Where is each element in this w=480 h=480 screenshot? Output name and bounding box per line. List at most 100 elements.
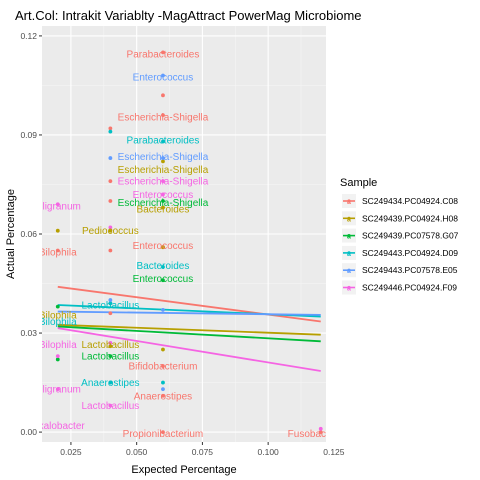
data-point	[108, 354, 113, 359]
data-point	[161, 93, 165, 98]
data-point	[318, 430, 323, 434]
legend-label: SC249434.PC04924.C08	[362, 196, 458, 206]
point-label: Escherichia-Shigella	[118, 112, 209, 123]
data-point	[318, 426, 323, 431]
point-label: Oxalobacter	[31, 421, 86, 432]
data-point	[161, 113, 165, 118]
legend-point	[347, 199, 351, 203]
point-label: Oligranum	[35, 201, 81, 212]
data-point	[161, 347, 165, 352]
y-tick-label: 0.06	[20, 229, 37, 239]
point-label: Anaerostipes	[134, 391, 192, 402]
data-point	[161, 265, 165, 269]
legend-title: Sample	[340, 177, 377, 189]
x-axis-title: Expected Percentage	[131, 464, 236, 476]
x-tick-label: 0.025	[60, 447, 82, 457]
data-point	[161, 430, 165, 434]
legend-glyph: a	[347, 268, 351, 275]
axis-ticks: 0.025 0.050 0.075 0.100 0.125 0.00 0.03 0.06 0.0…	[20, 31, 344, 457]
data-point	[161, 393, 165, 398]
data-point	[161, 245, 165, 250]
legend-glyph: a	[347, 251, 351, 258]
legend-label: SC249439.PC07578.G07	[362, 231, 459, 241]
point-label: Parabacteroides	[127, 135, 200, 146]
chart-title: Art.Col: Intrakit Variablty -MagAttract …	[15, 8, 362, 23]
point-label: Enterococcus	[133, 73, 194, 84]
data-point	[108, 344, 113, 349]
data-point	[108, 311, 113, 316]
data-point	[108, 129, 113, 134]
data-point	[108, 380, 113, 385]
point-label: Escherichia-Shigella	[118, 165, 209, 176]
data-point	[55, 387, 60, 392]
data-point	[161, 205, 165, 210]
legend-label: SC249443.PC04924.D09	[362, 248, 458, 258]
fit-line	[57, 285, 321, 323]
point-label: Lactobacillus	[81, 340, 139, 351]
legend-point	[347, 216, 351, 220]
fit-line	[57, 325, 321, 343]
data-point	[108, 156, 113, 160]
legend-label: SC249443.PC07578.E05	[362, 265, 458, 275]
y-tick-label: 0.03	[20, 328, 37, 338]
data-point	[161, 364, 165, 368]
point-label: Enterococcus	[133, 241, 194, 252]
data-point	[161, 50, 165, 55]
y-tick-label: 0.00	[20, 427, 37, 437]
point-label: Anaerostipes	[81, 378, 139, 389]
data-point	[161, 179, 165, 184]
data-point	[55, 354, 60, 359]
point-label: Escherichia-Shigella	[118, 177, 209, 188]
legend-glyph: a	[347, 216, 351, 223]
data-point	[108, 403, 113, 408]
point-label: Lactobacillus	[81, 401, 139, 412]
data-point	[108, 126, 113, 131]
data-point	[108, 301, 113, 306]
point-label: Lactobacillus	[81, 352, 139, 363]
y-tick-label: 0.09	[20, 130, 37, 140]
point-labels: ParabacteroidesEscherichia-ShigellaEnter…	[31, 50, 354, 441]
legend-glyph: a	[347, 199, 351, 206]
point-label: Bifidobacterium	[129, 362, 198, 373]
data-point	[161, 73, 165, 78]
legend-point	[347, 251, 351, 255]
fit-line	[57, 323, 321, 336]
data-point	[161, 159, 165, 164]
fit-lines	[57, 285, 321, 372]
legend-point	[347, 285, 351, 290]
data-point	[108, 225, 113, 230]
point-label: Bilophila	[39, 317, 77, 328]
data-point	[161, 156, 165, 160]
data-point	[108, 179, 113, 184]
point-label: Enterococcus	[133, 274, 194, 285]
point-label: Bilophila	[39, 340, 77, 351]
x-tick-label: 0.100	[258, 447, 280, 457]
y-axis-title: Actual Percentage	[5, 189, 17, 279]
legend-point	[347, 268, 351, 272]
legend-point	[347, 234, 351, 238]
data-point	[161, 199, 165, 203]
point-label: Lactobacillus	[81, 300, 139, 311]
data-point	[161, 278, 165, 283]
point-label: Bilophila	[39, 248, 77, 259]
fit-line	[57, 310, 321, 316]
x-tick-label: 0.125	[323, 447, 345, 457]
point-label: Escherichia-Shigella	[118, 198, 209, 209]
point-label: Bacteroides	[137, 261, 190, 272]
point-label: Escherichia-Shigella	[118, 152, 209, 163]
point-label: Pediococcus	[82, 226, 139, 237]
point-label: Enterococcus	[133, 190, 194, 201]
data-point	[161, 308, 165, 312]
data-point	[55, 304, 60, 309]
y-tick-label: 0.12	[20, 31, 37, 41]
point-label: Bacteroides	[137, 205, 190, 216]
x-tick-label: 0.050	[126, 447, 148, 457]
point-label: Fusobacterium	[288, 429, 354, 440]
data-point	[161, 139, 165, 144]
data-point	[55, 248, 60, 253]
point-label: Parabacteroides	[127, 50, 200, 61]
x-tick-label: 0.075	[192, 447, 214, 457]
data-point	[108, 248, 113, 253]
legend-glyph: a	[347, 286, 351, 293]
